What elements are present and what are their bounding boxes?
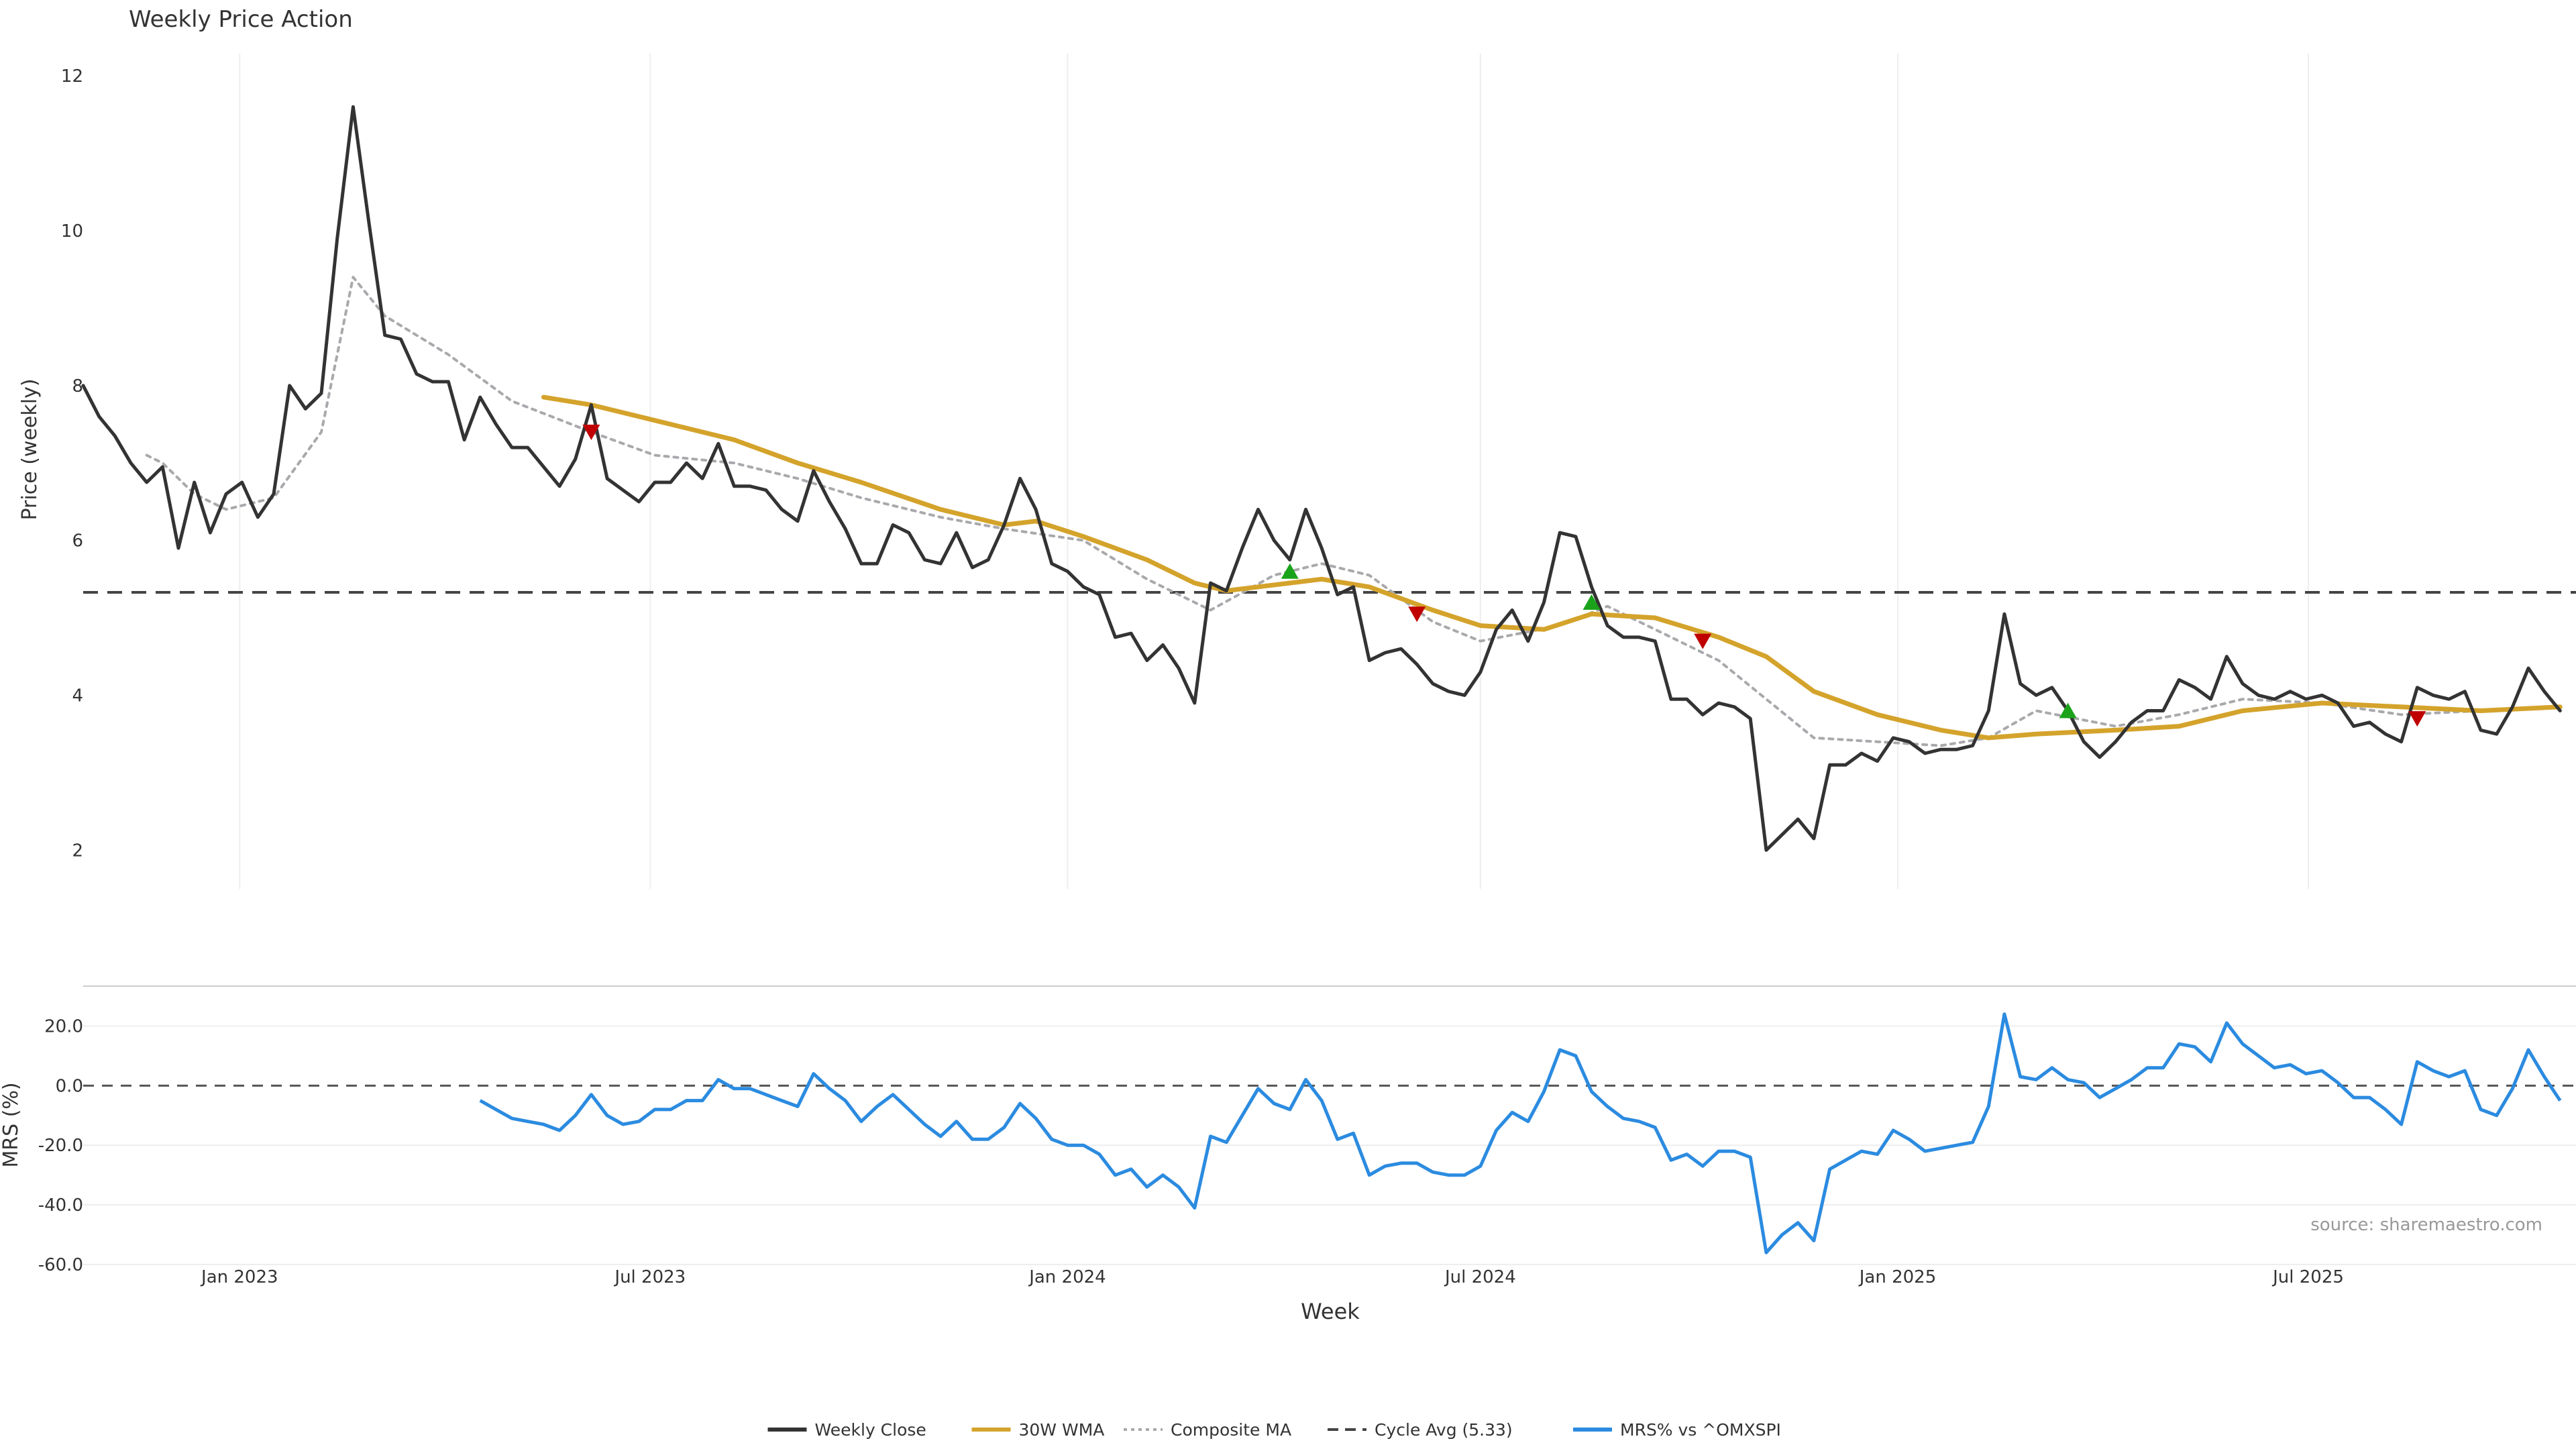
signal-markers [582, 425, 2426, 727]
source-note: source: sharemaestro.com [2310, 1215, 2542, 1235]
price-y-tick-label: 6 [72, 531, 83, 551]
price-y-tick-label: 12 [61, 66, 83, 87]
mrs-y-ticks: 20.0 0.0 -20.0 -40.0 -60.0 [38, 1016, 83, 1275]
x-tick-label: Jan 2025 [1858, 1267, 1937, 1287]
price-y-tick-label: 4 [72, 686, 83, 706]
legend: Weekly Close 30W WMA Composite MA Cycle Avg… [767, 1420, 1781, 1440]
mrs-y-tick-label: -40.0 [38, 1195, 83, 1216]
price-y-tick-label: 10 [61, 221, 83, 241]
series-line-composite-ma [145, 276, 2562, 747]
price-grid [239, 54, 2310, 889]
price-y-tick-label: 2 [72, 841, 83, 861]
x-tick-label: Jul 2025 [2271, 1267, 2344, 1287]
legend-label: Composite MA [1171, 1420, 1291, 1440]
mrs-y-tick-label: -20.0 [38, 1136, 83, 1156]
x-tick-label: Jan 2023 [200, 1267, 278, 1287]
x-axis-label: Week [1301, 1299, 1360, 1324]
mrs-y-tick-label: -60.0 [38, 1255, 83, 1275]
price-y-tick-label: 8 [72, 376, 83, 396]
series-line-30w-wma [541, 394, 2563, 741]
mrs-grid [83, 1025, 2576, 1265]
mrs-y-tick-label: 0.0 [56, 1076, 83, 1096]
price-y-axis-label: Price (weekly) [18, 378, 42, 520]
sell-signal-marker [1408, 606, 1426, 623]
x-tick-label: Jan 2024 [1028, 1267, 1106, 1287]
buy-signal-marker [2059, 702, 2077, 718]
legend-label: MRS% vs ^OMXSPI [1620, 1420, 1781, 1440]
mrs-y-axis-label: MRS (%) [0, 1082, 23, 1167]
buy-signal-marker [1582, 594, 1601, 610]
buy-signal-marker [1281, 563, 1299, 579]
legend-label: 30W WMA [1019, 1420, 1105, 1440]
price-series [81, 105, 2563, 852]
sell-signal-marker [1694, 633, 1712, 649]
chart-title: Weekly Price Action [129, 6, 353, 33]
x-axis-ticks: Jan 2023 Jul 2023 Jan 2024 Jul 2024 Jan 2025… [200, 1267, 2344, 1287]
price-y-ticks: 2 4 6 8 10 12 [61, 66, 83, 861]
series-line-mrs [479, 1012, 2562, 1254]
x-tick-label: Jul 2023 [613, 1267, 686, 1287]
mrs-y-tick-label: 20.0 [44, 1016, 83, 1036]
legend-label: Weekly Close [815, 1420, 926, 1440]
legend-label: Cycle Avg (5.33) [1375, 1420, 1513, 1440]
sell-signal-marker [2408, 711, 2426, 727]
sell-signal-marker [582, 425, 600, 441]
series-line-weekly-close [81, 105, 2562, 852]
x-tick-label: Jul 2024 [1444, 1267, 1516, 1287]
mrs-series [479, 1012, 2562, 1254]
